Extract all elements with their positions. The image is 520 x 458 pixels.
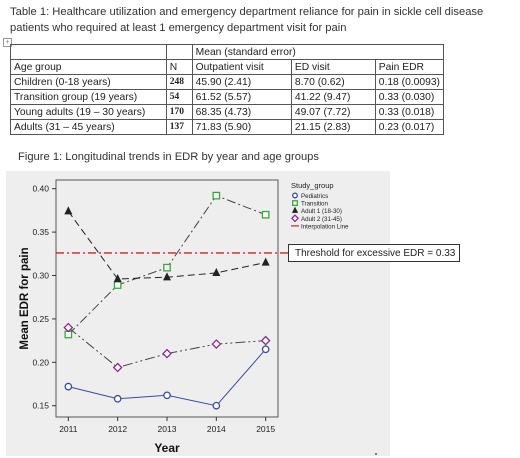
table-row: Transition group (19 years) 54 61.52 (5.… [10,89,445,105]
data-point-transition [261,210,270,219]
mean-se-header: Mean (standard error) [191,44,445,60]
x-tick-label: 2014 [207,424,226,434]
data-point-adult-1-18-30 [113,274,122,283]
data-point-pediatrics [261,345,270,354]
pain-edr-cell: 0.33 (0.018) [374,104,445,120]
data-point-adult-1-18-30 [212,267,221,276]
utilization-table: Mean (standard error) Age group N Outpat… [10,44,445,135]
legend-marker [292,192,298,199]
stray-dot [375,453,377,455]
data-point-pediatrics [212,401,221,410]
ed-visit-cell: 8.70 (0.62) [290,74,376,90]
y-tick-label: 0.15 [32,401,49,411]
data-point-adult-2-31-45 [162,348,172,359]
data-point-pediatrics [163,391,171,400]
legend-label: Adult 1 (18-30) [301,208,342,215]
x-tick-label: 2012 [108,424,127,434]
data-point-adult-1-18-30 [162,272,172,281]
col-header-outpatient: Outpatient visit [191,59,292,75]
y-tick-label: 0.25 [32,314,49,324]
y-tick-label: 0.30 [32,270,49,280]
table-row: Adults (31 – 45 years) 137 71.83 (5.90) … [10,119,445,135]
data-point-transition [163,263,171,272]
y-tick-label: 0.20 [32,357,49,367]
pain-edr-cell: 0.23 (0.017) [374,119,445,135]
threshold-annotation: Threshold for excessive EDR = 0.33 [288,244,460,262]
pain-edr-cell: 0.33 (0.030) [374,89,445,105]
y-axis-label: Mean EDR for pain [19,247,31,349]
legend-marker [291,206,299,213]
age-group-cell: Young adults (19 – 30 years) [10,104,167,120]
table-move-handle-icon[interactable]: + [3,38,12,47]
table-caption: Table 1: Healthcare utilization and emer… [10,6,484,34]
edr-line-chart: 0.15 0.20 0.25 0.30 0.35 0.40 2011 2012 2013 2014… [19,179,388,455]
col-header-age-group: Age group [10,59,167,75]
data-point-adult-2-31-45 [112,362,123,373]
y-tick-label: 0.40 [32,184,49,194]
n-cell: 170 [165,104,193,120]
series-line-adult-2-31-45 [68,327,266,369]
data-point-transition [212,191,221,200]
age-group-cell: Transition group (19 years) [10,89,167,105]
outpatient-cell: 45.90 (2.41) [191,74,292,90]
outpatient-cell: 71.83 (5.90) [191,119,292,135]
col-header-ed-visit: ED visit [290,59,376,75]
n-cell: 137 [165,119,193,135]
data-point-adult-2-31-45 [63,322,74,333]
col-header-pain-edr: Pain EDR [374,59,445,75]
legend-label: Interpolation Line [301,223,349,230]
legend-label: Adult 2 (31-45) [301,216,342,223]
data-point-pediatrics [64,382,73,391]
legend-marker [292,200,298,207]
ed-visit-cell: 41.22 (9.47) [290,89,376,105]
n-cell: 248 [165,74,193,90]
outpatient-cell: 68.35 (4.73) [191,104,292,120]
y-tick-label: 0.35 [32,227,49,237]
header-blank-cell [10,44,167,60]
data-point-transition [113,281,122,289]
n-cell: 54 [165,89,193,105]
legend-label: Pediatrics [301,193,328,200]
legend-marker [290,214,300,223]
table-header-row-1: Mean (standard error) [10,44,445,60]
legend-label: Transition [301,201,328,208]
table-header-row-2: Age group N Outpatient visit ED visit Pa… [10,59,445,75]
outpatient-cell: 61.52 (5.57) [191,89,292,105]
figure-caption: Figure 1: Longitudinal trends in EDR by … [18,151,320,163]
plot-area [55,179,279,418]
legend-title: Study_group [291,181,334,190]
age-group-cell: Children (0-18 years) [10,74,167,90]
data-point-adult-2-31-45 [260,335,271,346]
ed-visit-cell: 21.15 (2.83) [290,119,376,135]
data-point-adult-1-18-30 [261,257,270,266]
x-axis-label: Year [154,441,180,455]
age-group-cell: Adults (31 – 45 years) [10,119,167,135]
data-point-adult-1-18-30 [64,206,73,215]
header-blank-cell-n [165,44,193,60]
table-row: Young adults (19 – 30 years) 170 68.35 (… [10,104,445,120]
data-point-adult-2-31-45 [211,339,222,349]
x-tick-label: 2015 [256,424,275,434]
col-header-n: N [165,59,193,75]
x-tick-label: 2013 [158,424,177,434]
x-tick-label: 2011 [59,424,78,434]
table-row: Children (0-18 years) 248 45.90 (2.41) 8… [10,74,445,90]
ed-visit-cell: 49.07 (7.72) [290,104,376,120]
data-point-pediatrics [113,394,122,403]
chart-panel: 0.15 0.20 0.25 0.30 0.35 0.40 2011 2012 2013 2014… [6,171,390,456]
pain-edr-cell: 0.18 (0.0093) [374,74,445,90]
